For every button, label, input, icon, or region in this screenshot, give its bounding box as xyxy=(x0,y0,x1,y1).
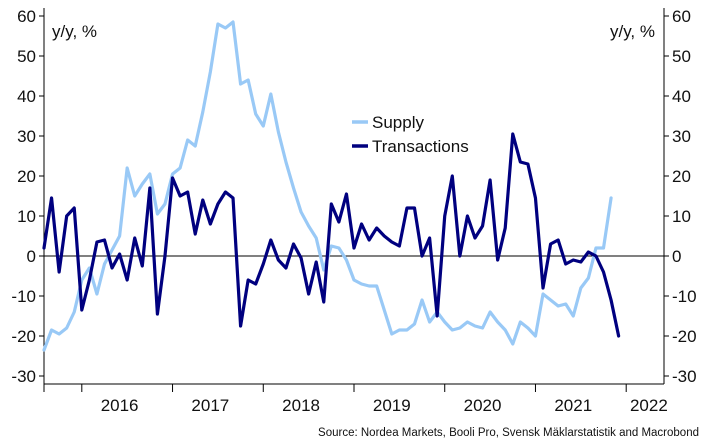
y-tick-label-left: -30 xyxy=(11,367,36,386)
x-tick-label: 2020 xyxy=(464,396,502,415)
source-note: Source: Nordea Markets, Booli Pro, Svens… xyxy=(318,427,699,439)
series-layer xyxy=(42,20,621,352)
y-tick-label-left: -10 xyxy=(11,287,36,306)
y-tick-label-left: 20 xyxy=(17,167,36,186)
legend: Supply Transactions xyxy=(352,113,469,156)
y-tick-label-right: -10 xyxy=(672,287,697,306)
y-tick-label-right: 50 xyxy=(672,47,691,66)
y-tick-label-left: 50 xyxy=(17,47,36,66)
x-tick-label: 2016 xyxy=(101,396,139,415)
y-tick-label-left: 30 xyxy=(17,127,36,146)
left-axis-unit: y/y, % xyxy=(52,22,97,41)
y-tick-label-right: -20 xyxy=(672,327,697,346)
y-tick-label-right: 60 xyxy=(672,7,691,26)
x-tick-label: 2021 xyxy=(554,396,592,415)
y-tick-label-right: -30 xyxy=(672,367,697,386)
x-tick-label: 2018 xyxy=(282,396,320,415)
y-tick-label-right: 20 xyxy=(672,167,691,186)
legend-label-transactions: Transactions xyxy=(372,137,469,156)
y-tick-label-right: 10 xyxy=(672,207,691,226)
y-tick-label-right: 0 xyxy=(672,247,681,266)
series-line-supply xyxy=(42,20,613,352)
series-line-transactions xyxy=(42,132,621,338)
x-tick-label: 2022 xyxy=(630,396,668,415)
y-tick-label-right: 30 xyxy=(672,127,691,146)
y-tick-label-left: 0 xyxy=(27,247,36,266)
y-tick-label-left: 10 xyxy=(17,207,36,226)
x-tick-label: 2017 xyxy=(191,396,229,415)
y-tick-label-left: -20 xyxy=(11,327,36,346)
legend-label-supply: Supply xyxy=(372,113,424,132)
y-tick-label-left: 40 xyxy=(17,87,36,106)
y-tick-label-right: 40 xyxy=(672,87,691,106)
right-axis-unit: y/y, % xyxy=(610,22,655,41)
y-tick-label-left: 60 xyxy=(17,7,36,26)
x-tick-label: 2019 xyxy=(373,396,411,415)
